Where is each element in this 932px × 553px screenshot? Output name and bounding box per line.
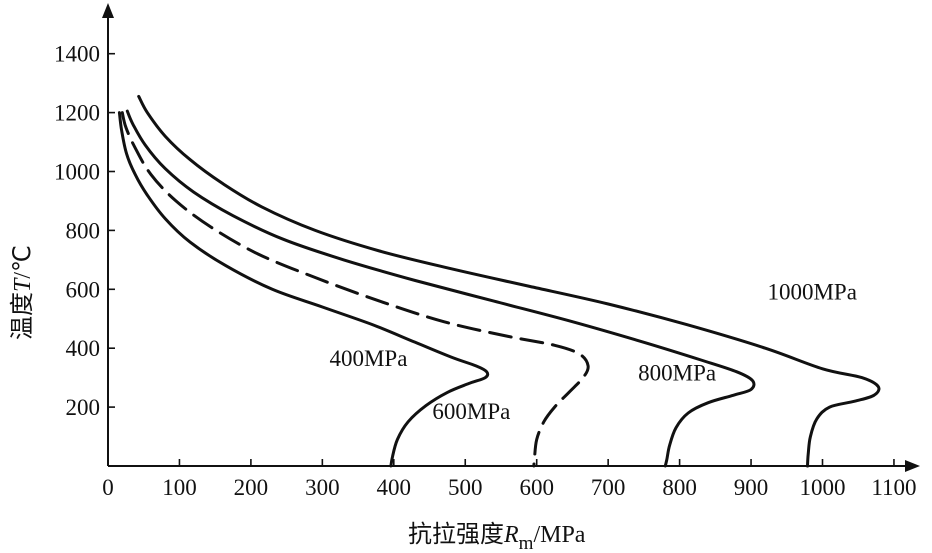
series-label-600mpa: 600MPa <box>432 399 510 424</box>
y-tick-label: 200 <box>66 395 101 420</box>
x-axis-title-symbol: R <box>503 522 519 548</box>
x-axis-title-subscript: m <box>519 533 534 553</box>
y-tick-label: 400 <box>66 336 101 361</box>
curve-1000mpa <box>137 94 881 468</box>
x-axis-title-unit: /MPa <box>533 522 585 548</box>
x-tick-label: 300 <box>305 475 340 500</box>
x-tick-label: 1100 <box>871 475 916 500</box>
y-tick-label: 1200 <box>54 101 100 126</box>
x-axis-title: 抗拉强度Rm/MPa <box>408 521 586 553</box>
x-tick-label: 200 <box>234 475 269 500</box>
x-tick-label: 400 <box>377 475 412 500</box>
y-tick-label: 1000 <box>54 160 100 185</box>
y-axis-title: 温度T/℃ <box>9 245 36 340</box>
y-tick-label: 600 <box>66 277 101 302</box>
curve-800mpa <box>125 109 756 468</box>
y-axis-title-symbol: T <box>10 277 36 292</box>
x-tick-label: 700 <box>591 475 626 500</box>
x-tick-label: 1000 <box>800 475 846 500</box>
series-label-400mpa: 400MPa <box>329 346 407 371</box>
series-label-800mpa: 800MPa <box>638 361 716 386</box>
y-tick-label: 1400 <box>54 42 100 67</box>
x-axis-title-prefix: 抗拉强度 <box>408 521 504 548</box>
x-tick-label: 900 <box>734 475 769 500</box>
curve-600mpa <box>120 111 590 468</box>
x-axis-arrow <box>905 460 920 472</box>
x-tick-label: 600 <box>519 475 554 500</box>
y-axis-arrow <box>102 3 114 18</box>
curves <box>117 94 881 468</box>
axes <box>102 3 920 472</box>
x-tick-label: 500 <box>448 475 483 500</box>
x-tick-label: 800 <box>662 475 697 500</box>
y-axis-title-prefix: 温度 <box>9 292 36 340</box>
x-ticks: 0 100 200 300 400 500 600 700 800 900 1000 1100 <box>102 459 917 500</box>
y-tick-label: 800 <box>66 218 101 243</box>
y-axis-title-unit: /℃ <box>10 245 36 279</box>
y-ticks: 200 400 600 800 1000 1200 1400 <box>54 42 115 420</box>
x-tick-label: 0 <box>102 475 114 500</box>
x-tick-label: 100 <box>162 475 197 500</box>
series-labels: 400MPa 600MPa 800MPa 1000MPa <box>329 280 856 424</box>
curve-400mpa <box>117 111 490 468</box>
series-label-1000mpa: 1000MPa <box>767 280 856 305</box>
